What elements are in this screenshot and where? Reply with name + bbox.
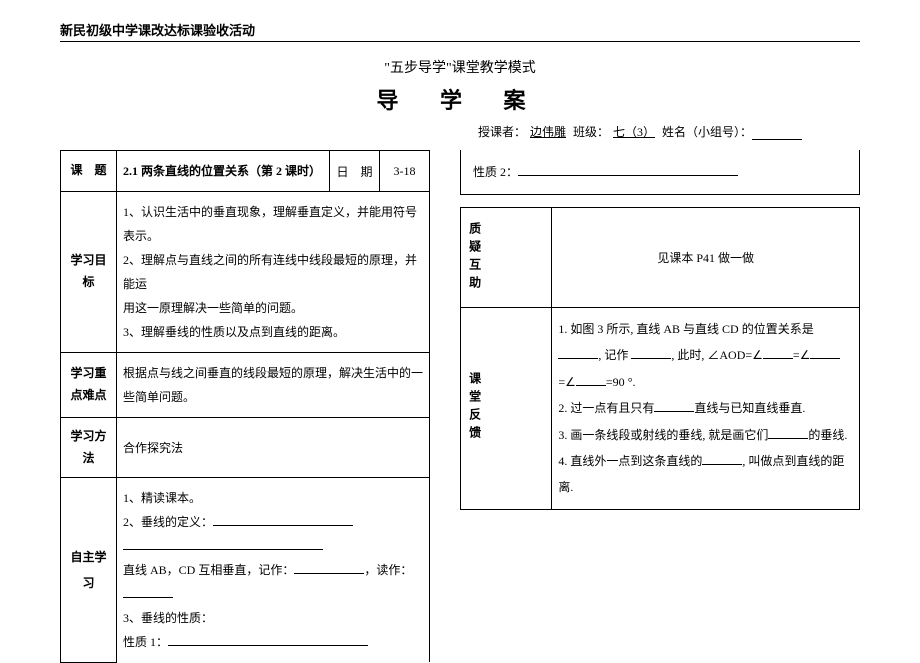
page-header: 新民初级中学课改达标课验收活动: [60, 20, 860, 42]
left-table: 课 题 2.1 两条直线的位置关系（第 2 课时） 日 期 3-18 学习目标 …: [60, 150, 430, 663]
blank: [702, 464, 742, 465]
blank: [576, 385, 606, 386]
teacher-name: 边伟雕: [526, 125, 570, 139]
right-column: 性质 2： 质疑互助 见课本 P41 做一做 课堂反馈 1. 如图 3 所示, …: [460, 150, 860, 663]
goal-line3: 用这一原理解决一些简单的问题。: [123, 296, 423, 320]
qa-content: 见课本 P41 做一做: [552, 208, 860, 308]
blank: [168, 645, 368, 646]
keypoint-label: 学习重点难点: [61, 353, 117, 418]
goal-line4: 3、理解垂线的性质以及点到直线的距离。: [123, 320, 423, 344]
qa-label: 质疑互助: [461, 208, 552, 308]
table-row: 学习重点难点 根据点与线之间垂直的线段最短的原理，解决生活中的一些简单问题。: [61, 353, 430, 418]
fb-line2: 2. 过一点有且只有直线与已知直线垂直.: [558, 395, 853, 421]
title-section: "五步导学"课堂教学模式 导 学 案: [60, 57, 860, 115]
blank: [213, 525, 353, 526]
table-row: 课 题 2.1 两条直线的位置关系（第 2 课时） 日 期 3-18: [61, 151, 430, 192]
method-content: 合作探究法: [117, 418, 430, 478]
right-top-box: 性质 2：: [460, 150, 860, 195]
goal-line1: 1、认识生活中的垂直现象，理解垂直定义，并能用符号表示。: [123, 200, 423, 248]
blank: [123, 597, 173, 598]
selfstudy-label: 自主学习: [61, 478, 117, 663]
fb-line4: 4. 直线外一点到这条直线的, 叫做点到直线的距离.: [558, 448, 853, 501]
blank: [518, 175, 738, 176]
date-value: 3-18: [380, 151, 430, 192]
feedback-label: 课堂反馈: [461, 308, 552, 510]
content-wrapper: 课 题 2.1 两条直线的位置关系（第 2 课时） 日 期 3-18 学习目标 …: [60, 150, 860, 663]
fb-line3: 3. 画一条线段或射线的垂线, 就是画它们的垂线.: [558, 422, 853, 448]
blank: [123, 549, 323, 550]
selfstudy-line3: 直线 AB，CD 互相垂直，记作：，读作：: [123, 558, 423, 606]
goal-label: 学习目标: [61, 192, 117, 353]
selfstudy-line1: 1、精读课本。: [123, 486, 423, 510]
date-label: 日 期: [330, 151, 380, 192]
selfstudy-line2: 2、垂线的定义：: [123, 510, 423, 534]
topic-label: 课 题: [61, 151, 117, 192]
school-name: 新民初级中学课改达标课验收活动: [60, 23, 255, 38]
class-value: 七（3）: [609, 125, 659, 139]
name-label: 姓名（小组号）：: [662, 125, 752, 139]
blank: [654, 411, 694, 412]
blank: [631, 358, 671, 359]
blank: [768, 438, 808, 439]
class-label: 班级：: [573, 125, 609, 139]
subtitle: "五步导学"课堂教学模式: [60, 57, 860, 77]
left-column: 课 题 2.1 两条直线的位置关系（第 2 课时） 日 期 3-18 学习目标 …: [60, 150, 430, 663]
selfstudy-content: 1、精读课本。 2、垂线的定义： 直线 AB，CD 互相垂直，记作：，读作： 3…: [117, 478, 430, 663]
table-row: 质疑互助 见课本 P41 做一做: [461, 208, 860, 308]
topic-content: 2.1 两条直线的位置关系（第 2 课时）: [117, 151, 330, 192]
name-blank: [752, 126, 802, 140]
teacher-label: 授课者：: [478, 125, 526, 139]
blank: [810, 358, 840, 359]
table-row: 自主学习 1、精读课本。 2、垂线的定义： 直线 AB，CD 互相垂直，记作：，…: [61, 478, 430, 663]
blank: [294, 573, 364, 574]
table-row: 课堂反馈 1. 如图 3 所示, 直线 AB 与直线 CD 的位置关系是, 记作…: [461, 308, 860, 510]
table-row: 学习方法 合作探究法: [61, 418, 430, 478]
blank: [558, 358, 598, 359]
fb-line1: 1. 如图 3 所示, 直线 AB 与直线 CD 的位置关系是, 记作 , 此时…: [558, 316, 853, 395]
main-title: 导 学 案: [60, 83, 860, 115]
table-row: 学习目标 1、认识生活中的垂直现象，理解垂直定义，并能用符号表示。 2、理解点与…: [61, 192, 430, 353]
selfstudy-line4: 3、垂线的性质：: [123, 606, 423, 630]
feedback-content: 1. 如图 3 所示, 直线 AB 与直线 CD 的位置关系是, 记作 , 此时…: [552, 308, 860, 510]
selfstudy-line2b: [123, 534, 423, 558]
goal-content: 1、认识生活中的垂直现象，理解垂直定义，并能用符号表示。 2、理解点与直线之间的…: [117, 192, 430, 353]
property2-label: 性质 2：: [473, 165, 518, 179]
method-label: 学习方法: [61, 418, 117, 478]
goal-line2: 2、理解点与直线之间的所有连线中线段最短的原理，并能运: [123, 248, 423, 296]
right-table: 质疑互助 见课本 P41 做一做 课堂反馈 1. 如图 3 所示, 直线 AB …: [460, 207, 860, 510]
selfstudy-line5: 性质 1：: [123, 630, 423, 654]
keypoint-content: 根据点与线之间垂直的线段最短的原理，解决生活中的一些简单问题。: [117, 353, 430, 418]
blank: [763, 358, 793, 359]
instructor-line: 授课者：边伟雕 班级：七（3） 姓名（小组号）：: [60, 123, 860, 140]
